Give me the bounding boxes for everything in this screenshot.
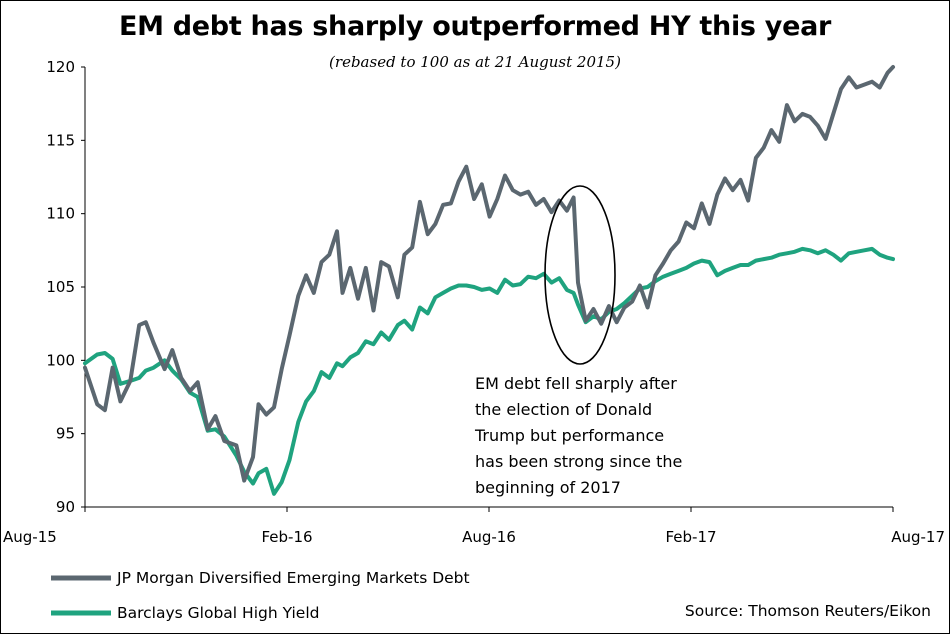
x-tick-label: Aug-15 — [3, 528, 57, 546]
annotation-line-1: EM debt fell sharply after — [475, 374, 677, 393]
y-tick-label: 100 — [46, 351, 75, 369]
annotation-line-5: beginning of 2017 — [475, 478, 621, 497]
y-tick-label: 115 — [46, 131, 75, 149]
y-tick-label: 105 — [46, 278, 75, 296]
x-tick-label: Aug-16 — [462, 528, 516, 546]
y-tick-label: 110 — [46, 205, 75, 223]
x-tick-label: Aug-17 — [891, 528, 945, 546]
y-ticks: 90 95 100 105 110 115 120 — [46, 58, 85, 516]
series-line-em-debt — [83, 65, 895, 483]
series-layer — [83, 65, 895, 496]
annotation-line-3: Trump but performance — [474, 426, 664, 445]
annotation-ellipse — [544, 185, 616, 365]
x-ticks: Aug-15 Feb-16 Aug-16 Feb-17 Aug-17 — [3, 507, 945, 546]
source-note: Source: Thomson Reuters/Eikon — [685, 602, 931, 620]
chart-title: EM debt has sharply outperformed HY this… — [118, 11, 832, 42]
annotation-line-4: has been strong since the — [475, 452, 682, 471]
y-tick-label: 120 — [46, 58, 75, 76]
y-tick-label: 95 — [56, 425, 75, 443]
chart-subtitle: (rebased to 100 as at 21 August 2015) — [329, 53, 621, 71]
legend: JP Morgan Diversified Emerging Markets D… — [51, 569, 470, 622]
y-tick-label: 90 — [56, 498, 75, 516]
annotation-text: EM debt fell sharply after the election … — [474, 374, 682, 497]
legend-label-em-debt: JP Morgan Diversified Emerging Markets D… — [116, 569, 470, 587]
x-tick-label: Feb-17 — [665, 528, 716, 546]
legend-label-high-yield: Barclays Global High Yield — [117, 604, 320, 622]
annotation-line-2: the election of Donald — [475, 400, 652, 419]
x-tick-label: Feb-16 — [261, 528, 312, 546]
